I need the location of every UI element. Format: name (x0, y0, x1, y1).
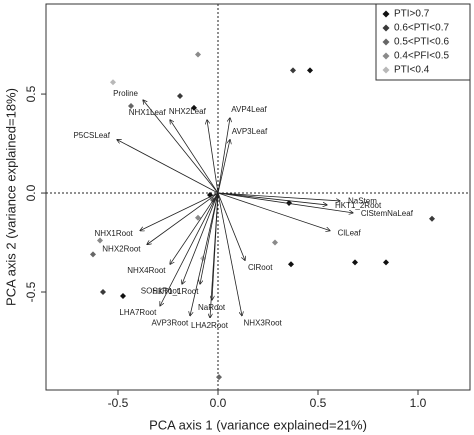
plot-frame (45, 3, 471, 391)
y-tick-label: 0.0 (24, 184, 38, 201)
legend-symbol (382, 38, 390, 46)
point (429, 215, 435, 222)
point (90, 251, 96, 258)
point (128, 102, 134, 109)
legend-label: 0.6<PTI<0.7 (394, 23, 449, 34)
x-tick-label: -0.5 (108, 396, 129, 410)
loading-arrow (207, 120, 219, 194)
point (195, 51, 201, 58)
loading-label: NHX2Leaf (169, 107, 207, 116)
point (191, 104, 197, 111)
x-tick-label: 0.5 (310, 396, 327, 410)
loading-arrow (143, 100, 219, 194)
y-tick-label: -0.5 (24, 281, 38, 302)
loading-label: SOS1Root (141, 287, 180, 296)
loading-label: LHA2Root (191, 321, 229, 330)
point (307, 67, 313, 74)
loading-arrow (140, 192, 219, 231)
loading-label: NHX4Root (127, 266, 166, 275)
loading-arrow (217, 118, 230, 194)
loading-arrow (217, 192, 245, 260)
point (195, 214, 201, 221)
loading-label: NHX1Leaf (129, 108, 167, 117)
loading-arrow (170, 192, 219, 264)
point (120, 292, 126, 299)
legend-label: 0.4<PFI<0.5 (394, 51, 449, 62)
loading-label: HKT1_2Root (335, 201, 382, 210)
legend-symbol (382, 24, 390, 32)
loading-label: P5CSLeaf (73, 131, 110, 140)
legend-label: 0.5<PTI<0.6 (394, 37, 449, 48)
y-tick-label: 0.5 (24, 85, 38, 102)
legend-box (375, 3, 471, 81)
loading-arrow (217, 192, 242, 316)
loading-label: NaRoot (198, 303, 226, 312)
point (272, 239, 278, 246)
legend-symbol (382, 52, 390, 60)
loading-arrow (212, 193, 219, 300)
loading-label: AVP3Leaf (232, 127, 268, 136)
loading-label: Proline (113, 89, 138, 98)
x-tick-label: 0.0 (210, 396, 227, 410)
loading-arrow (217, 192, 340, 201)
loading-label: NHX3Root (244, 319, 283, 328)
x-axis-title: PCA axis 1 (variance explained=21%) (149, 417, 367, 432)
point (383, 259, 389, 266)
x-tick-label: 1.0 (410, 396, 427, 410)
point (288, 261, 294, 268)
point (352, 259, 358, 266)
loading-label: ClRoot (248, 263, 273, 272)
loading-arrow (217, 140, 230, 194)
legend-label: PTI>0.7 (394, 9, 430, 20)
loading-label: NHX1Root (95, 229, 134, 238)
loading-arrow (147, 192, 219, 244)
loading-arrow (190, 192, 219, 316)
loading-arrow (200, 192, 219, 284)
loading-label: AVP4Leaf (231, 105, 267, 114)
loading-arrow (117, 140, 219, 194)
loading-label: HKT1_1Root (152, 287, 199, 296)
loading-arrow (160, 192, 219, 306)
point (177, 93, 183, 100)
loading-arrow (182, 192, 219, 284)
point (290, 67, 296, 74)
legend-label: PTI<0.4 (394, 65, 430, 76)
legend-symbol (382, 66, 390, 74)
loading-label: AVP3Root (151, 319, 189, 328)
point (100, 289, 106, 296)
point (286, 199, 292, 206)
loading-label: ClLeaf (338, 228, 362, 237)
loading-label: NaStem (348, 197, 377, 206)
legend-symbol (382, 10, 390, 18)
loading-label: LHA7Root (119, 308, 157, 317)
point (97, 237, 103, 244)
point (110, 79, 116, 86)
y-axis-title: PCA axis 2 (variance explained=18%) (3, 88, 18, 306)
point (216, 374, 222, 381)
loading-label: NHX2Root (102, 244, 141, 253)
loading-arrow (170, 120, 219, 194)
loading-arrow (217, 192, 327, 205)
loading-arrow (217, 192, 330, 231)
loading-arrow (217, 192, 353, 213)
loading-label: ClStemNaLeaf (361, 209, 414, 218)
